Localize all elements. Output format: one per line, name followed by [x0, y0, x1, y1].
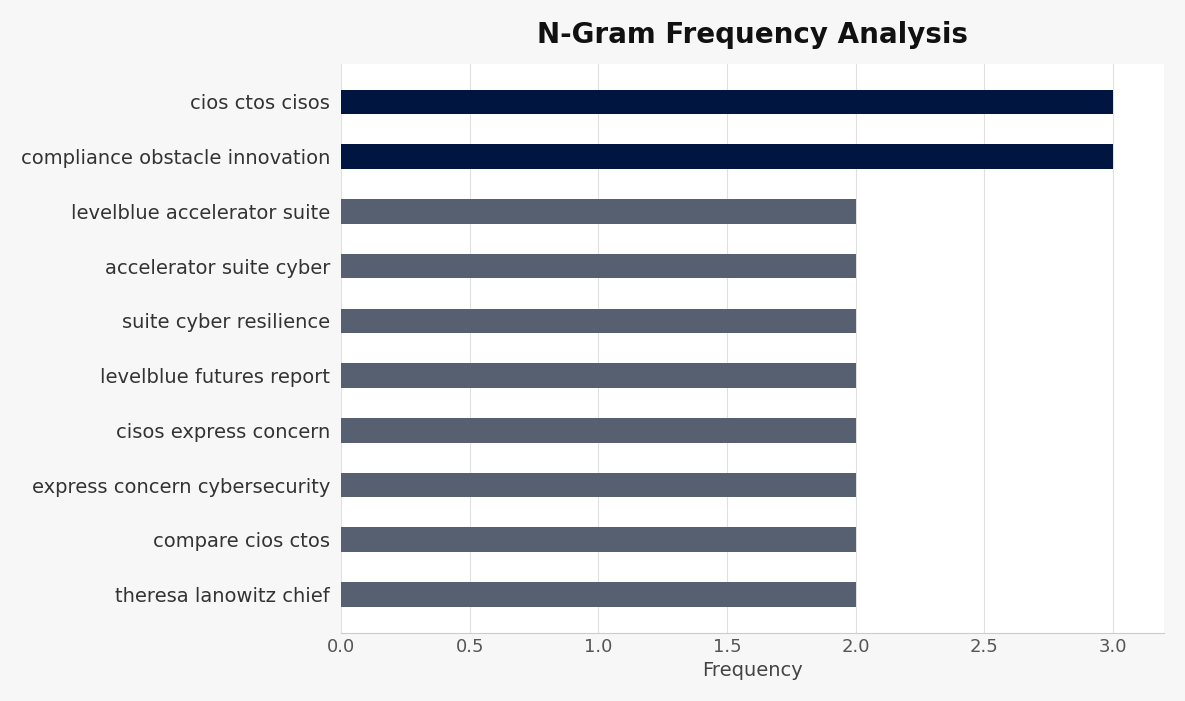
Title: N-Gram Frequency Analysis: N-Gram Frequency Analysis — [537, 21, 968, 49]
Bar — [341, 527, 856, 552]
Bar — [341, 582, 856, 607]
Bar — [341, 144, 1113, 169]
Bar — [341, 472, 856, 497]
Bar — [341, 418, 856, 442]
Bar — [341, 308, 856, 333]
Bar — [341, 363, 856, 388]
X-axis label: Frequency: Frequency — [703, 661, 803, 680]
Bar — [341, 90, 1113, 114]
Bar — [341, 254, 856, 278]
Bar — [341, 199, 856, 224]
